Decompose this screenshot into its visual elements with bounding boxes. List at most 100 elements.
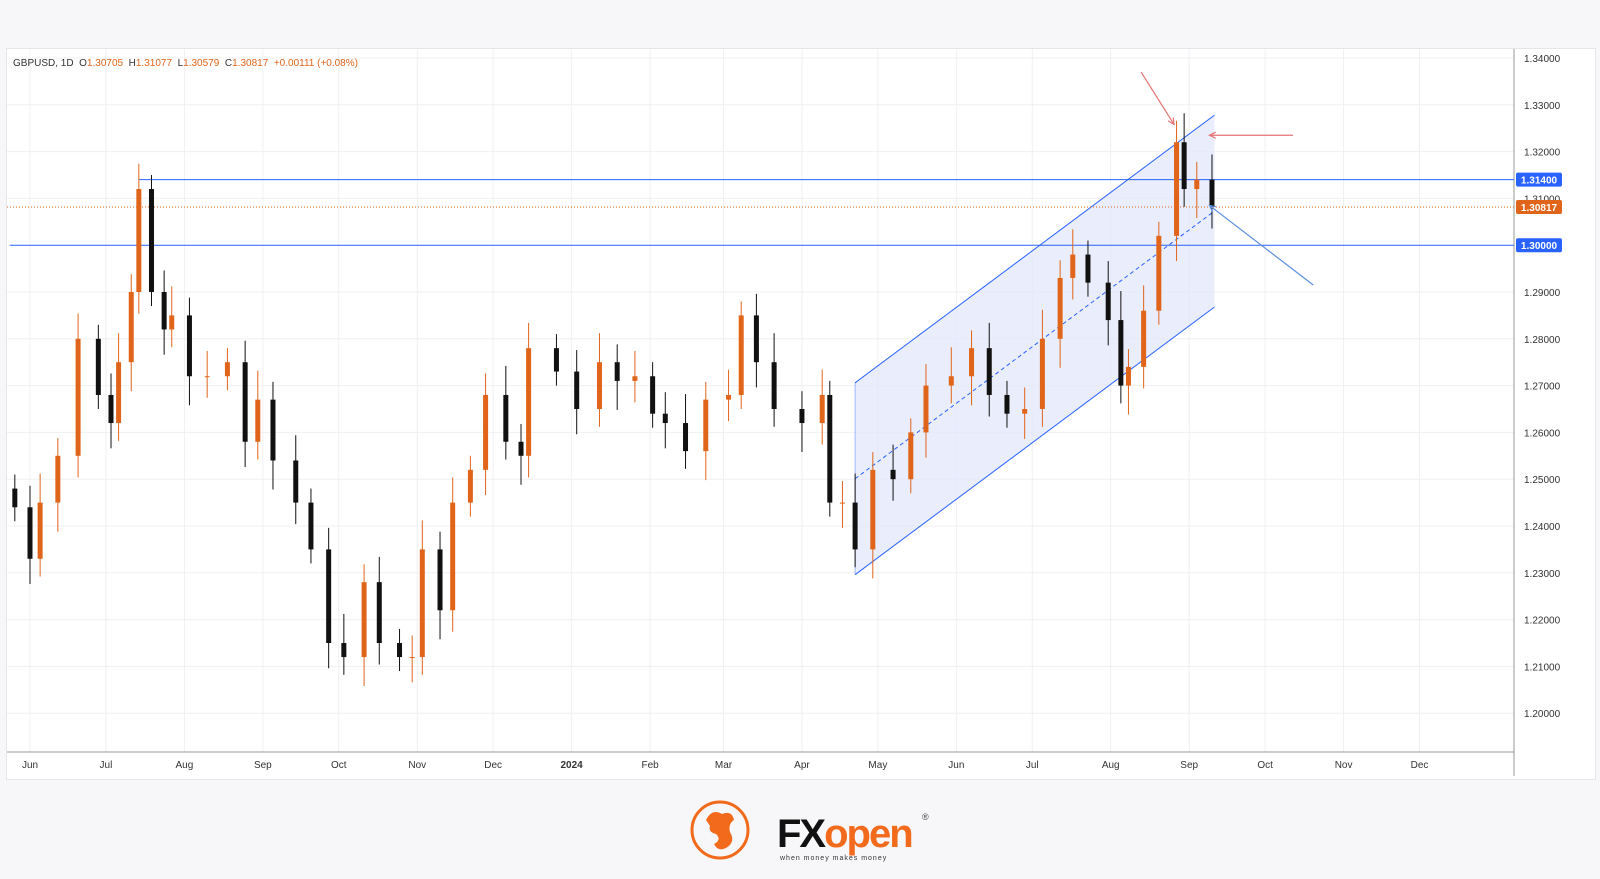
candle-body: [1070, 254, 1076, 278]
y-tick-label: 1.32000: [1524, 148, 1561, 159]
candle-body: [148, 189, 154, 292]
candle-body: [1057, 277, 1063, 339]
candle-body: [1194, 179, 1200, 190]
x-tick-label: Jun: [22, 760, 38, 771]
candle-body: [852, 502, 858, 550]
y-tick-label: 1.34000: [1524, 54, 1561, 65]
candle-body: [1174, 142, 1180, 236]
x-tick-label: Oct: [1257, 760, 1273, 771]
level-price-tag: [1516, 238, 1562, 253]
annotation-arrow: [1140, 71, 1175, 125]
registered-mark: ®: [922, 812, 929, 822]
y-tick-label: 1.24000: [1524, 522, 1561, 533]
x-tick-label: Feb: [641, 760, 659, 771]
candle-body: [467, 469, 473, 503]
x-tick-label: Apr: [794, 760, 810, 771]
x-tick-label: Mar: [715, 760, 733, 771]
candle-body: [12, 488, 18, 508]
tagline: when money makes money: [780, 855, 888, 862]
candle-body: [224, 362, 230, 377]
candle-body: [95, 338, 101, 395]
last-price-tag: [1516, 199, 1562, 214]
candle-body: [128, 292, 134, 363]
candle-body: [242, 362, 248, 442]
candle-body: [1209, 179, 1215, 207]
bull-emblem-icon: [690, 800, 750, 860]
candle-body: [1125, 366, 1131, 386]
y-tick-label: 1.21000: [1524, 662, 1561, 673]
brand-fx: FX: [777, 812, 826, 856]
x-tick-label: Aug: [175, 760, 193, 771]
candle-body: [419, 549, 425, 658]
y-tick-label: 1.26000: [1524, 428, 1561, 439]
symbol-label: GBPUSD, 1D: [13, 58, 74, 69]
channel-mid-line: [854, 210, 1215, 480]
candle-body: [819, 394, 825, 424]
candle-body: [161, 292, 167, 330]
close-value: 1.30817: [232, 58, 269, 69]
brand-open: open: [824, 812, 914, 856]
candle-body: [293, 460, 299, 503]
candle-body: [1156, 235, 1162, 311]
candle-body: [136, 189, 142, 292]
candle-body: [632, 376, 638, 381]
y-tick-label: 1.27000: [1524, 382, 1561, 393]
candle-body: [503, 394, 509, 442]
arrow-head-icon: [1167, 117, 1175, 126]
candle-body: [703, 399, 709, 452]
ohlc-legend: GBPUSD, 1D O1.30705 H1.31077 L1.30579 C1…: [13, 58, 358, 69]
candle-body: [326, 549, 332, 643]
candle-body: [574, 371, 580, 409]
level-price-tag: [1516, 172, 1562, 187]
candle-body: [738, 315, 744, 395]
y-tick-label: 1.23000: [1524, 569, 1561, 580]
y-tick-label: 1.31000: [1524, 194, 1561, 205]
candle-body: [1085, 254, 1091, 283]
candle-body: [483, 394, 489, 470]
candle-body: [753, 315, 759, 363]
fxopen-logo: FXopen ® when money makes money: [690, 800, 940, 870]
y-tick-label: 1.29000: [1524, 288, 1561, 299]
candle-body: [726, 394, 732, 400]
change-value: +0.00111 (+0.08%): [273, 58, 358, 69]
candle-body: [827, 394, 833, 503]
candle-body: [308, 502, 314, 550]
candle-body: [526, 348, 532, 456]
y-tick-label: 1.25000: [1524, 475, 1561, 486]
candle-body: [341, 643, 347, 658]
annotation-arrow: [1209, 204, 1314, 286]
candle-body: [948, 376, 954, 386]
arrow-head-icon: [1208, 204, 1217, 212]
candle-body: [870, 469, 876, 550]
candle-body: [908, 432, 914, 480]
x-tick-label: Jul: [100, 760, 113, 771]
high-label: H: [128, 58, 136, 69]
candle-body: [683, 423, 689, 452]
candle-body: [839, 502, 845, 504]
x-tick-label: Nov: [1335, 760, 1353, 771]
open-value: 1.30705: [86, 58, 124, 69]
candle-body: [116, 362, 122, 424]
price-chart[interactable]: 1.34000 1.33000 1.32000 1.31000 1.29000 1.280…: [0, 0, 1600, 790]
open-label: O: [79, 58, 87, 69]
candle-body: [553, 348, 559, 372]
candle-body: [1039, 338, 1045, 409]
y-tick-label: 1.22000: [1524, 616, 1561, 627]
candle-body: [409, 657, 415, 659]
candle-body: [397, 643, 403, 658]
level-price-label: 1.30000: [1521, 241, 1558, 252]
candle-body: [890, 469, 896, 480]
candle-body: [518, 441, 524, 456]
x-tick-label: Sep: [254, 760, 272, 771]
channel-lower-line: [854, 306, 1215, 576]
candle-body: [1022, 409, 1028, 414]
candle-body: [1105, 282, 1111, 321]
candle-body: [108, 394, 114, 424]
candle-body: [969, 348, 975, 377]
candle-body: [799, 409, 805, 424]
candle-body: [1181, 142, 1187, 190]
candle-body: [1004, 394, 1010, 414]
candle-body: [270, 399, 276, 461]
high-value: 1.31077: [135, 58, 173, 69]
candle-body: [361, 582, 367, 658]
